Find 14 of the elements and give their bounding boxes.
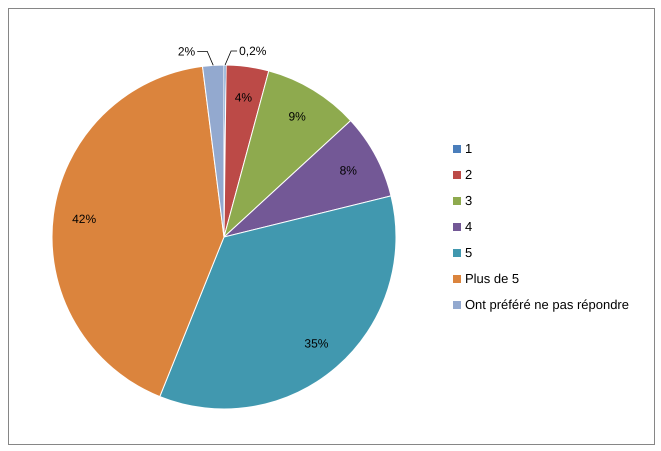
legend-label: 5 bbox=[464, 244, 472, 260]
data-label: 4% bbox=[234, 90, 252, 104]
legend-label: 2 bbox=[464, 166, 472, 182]
data-label: 9% bbox=[288, 109, 306, 124]
legend-label: 4 bbox=[464, 218, 472, 234]
legend-label: 3 bbox=[464, 192, 472, 208]
data-label: 2% bbox=[178, 44, 196, 58]
data-label: 0,2% bbox=[239, 44, 267, 58]
legend-label: Plus de 5 bbox=[464, 270, 520, 286]
data-label: 8% bbox=[340, 163, 358, 178]
legend-label: 1 bbox=[464, 140, 472, 156]
legend-label: Ont préféré ne pas répondre bbox=[464, 296, 629, 312]
data-label: 35% bbox=[304, 336, 329, 351]
data-label: 42% bbox=[72, 212, 96, 226]
